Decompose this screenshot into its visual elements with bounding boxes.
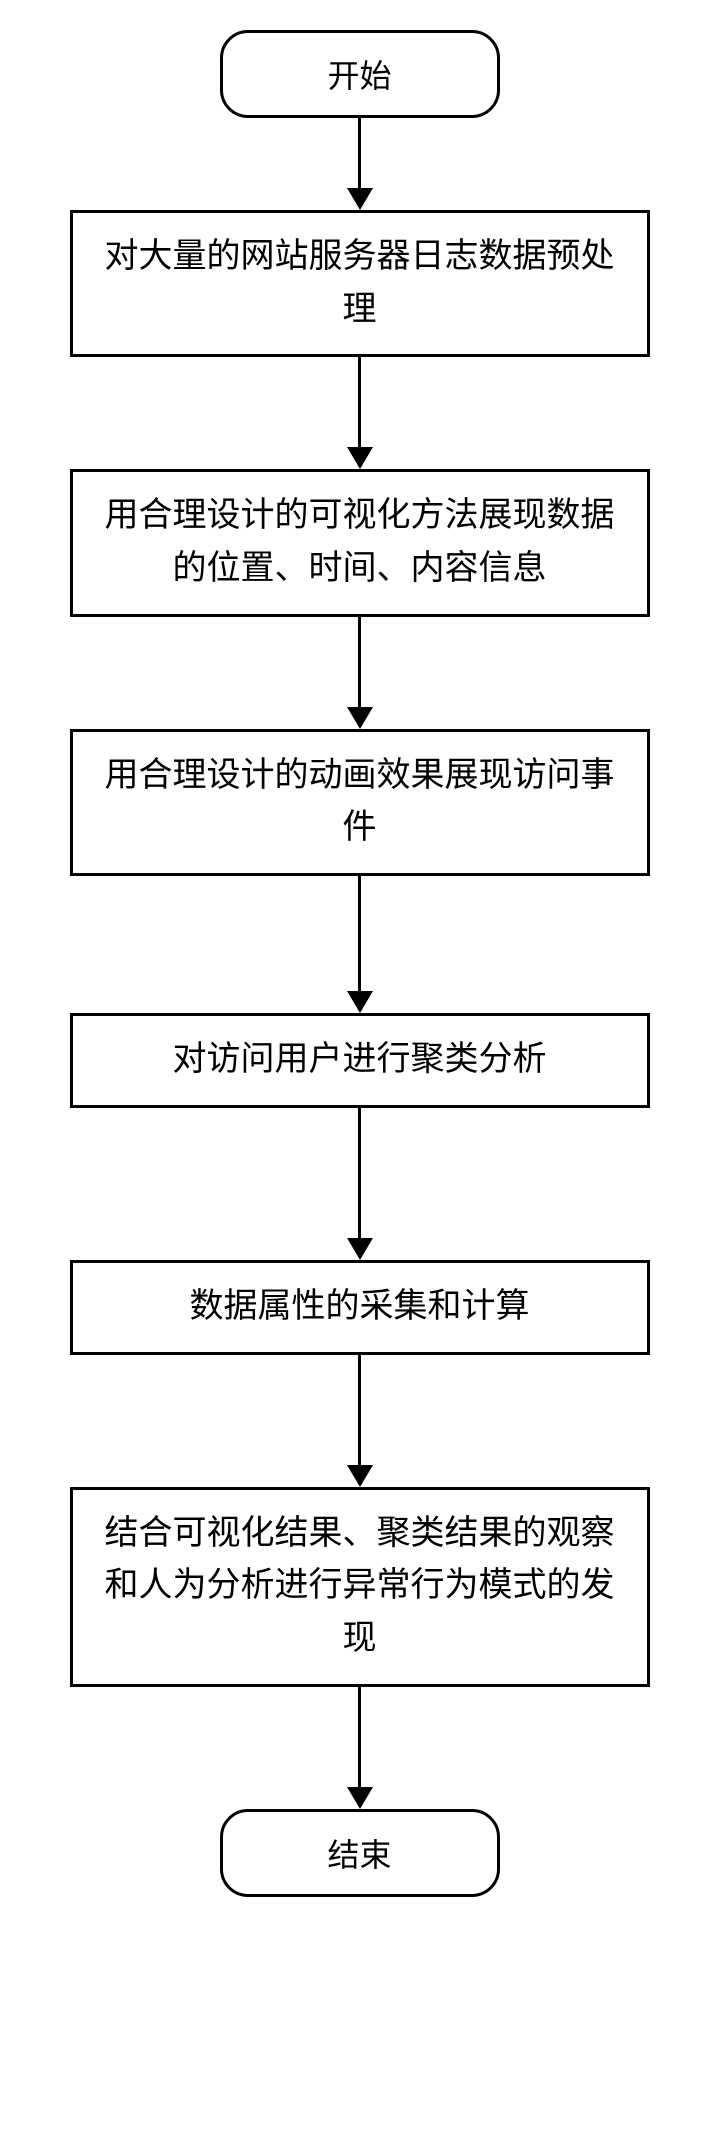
process-discover: 结合可视化结果、聚类结果的观察和人为分析进行异常行为模式的发现 — [70, 1487, 650, 1687]
arrow-head-icon — [347, 1465, 373, 1487]
arrow-line — [358, 357, 361, 447]
arrow — [347, 1355, 373, 1487]
process-visualize: 用合理设计的可视化方法展现数据的位置、时间、内容信息 — [70, 469, 650, 616]
arrow-head-icon — [347, 707, 373, 729]
arrow-head-icon — [347, 447, 373, 469]
process-collect: 数据属性的采集和计算 — [70, 1260, 650, 1355]
node-label: 对大量的网站服务器日志数据预处理 — [97, 231, 623, 336]
node-label: 用合理设计的动画效果展现访问事件 — [97, 750, 623, 855]
arrow-head-icon — [347, 1787, 373, 1809]
arrow — [347, 1687, 373, 1809]
node-label: 数据属性的采集和计算 — [190, 1281, 530, 1334]
arrow-head-icon — [347, 1238, 373, 1260]
arrow-line — [358, 876, 361, 991]
arrow — [347, 1108, 373, 1260]
node-label: 开始 — [327, 51, 391, 97]
arrow — [347, 118, 373, 210]
arrow-line — [358, 118, 361, 188]
terminal-start: 开始 — [220, 30, 500, 118]
process-preprocess: 对大量的网站服务器日志数据预处理 — [70, 210, 650, 357]
arrow-line — [358, 1355, 361, 1465]
arrow-line — [358, 1108, 361, 1238]
arrow-head-icon — [347, 991, 373, 1013]
node-label: 对访问用户进行聚类分析 — [173, 1034, 547, 1087]
arrow-line — [358, 1687, 361, 1787]
arrow — [347, 876, 373, 1013]
node-label: 结合可视化结果、聚类结果的观察和人为分析进行异常行为模式的发现 — [97, 1508, 623, 1666]
arrow-line — [358, 617, 361, 707]
process-cluster: 对访问用户进行聚类分析 — [70, 1013, 650, 1108]
node-label: 用合理设计的可视化方法展现数据的位置、时间、内容信息 — [97, 490, 623, 595]
arrow — [347, 617, 373, 729]
arrow-head-icon — [347, 188, 373, 210]
flowchart-container: 开始 对大量的网站服务器日志数据预处理 用合理设计的可视化方法展现数据的位置、时… — [0, 30, 719, 1897]
arrow — [347, 357, 373, 469]
terminal-end: 结束 — [220, 1809, 500, 1897]
node-label: 结束 — [327, 1830, 391, 1876]
process-animate: 用合理设计的动画效果展现访问事件 — [70, 729, 650, 876]
